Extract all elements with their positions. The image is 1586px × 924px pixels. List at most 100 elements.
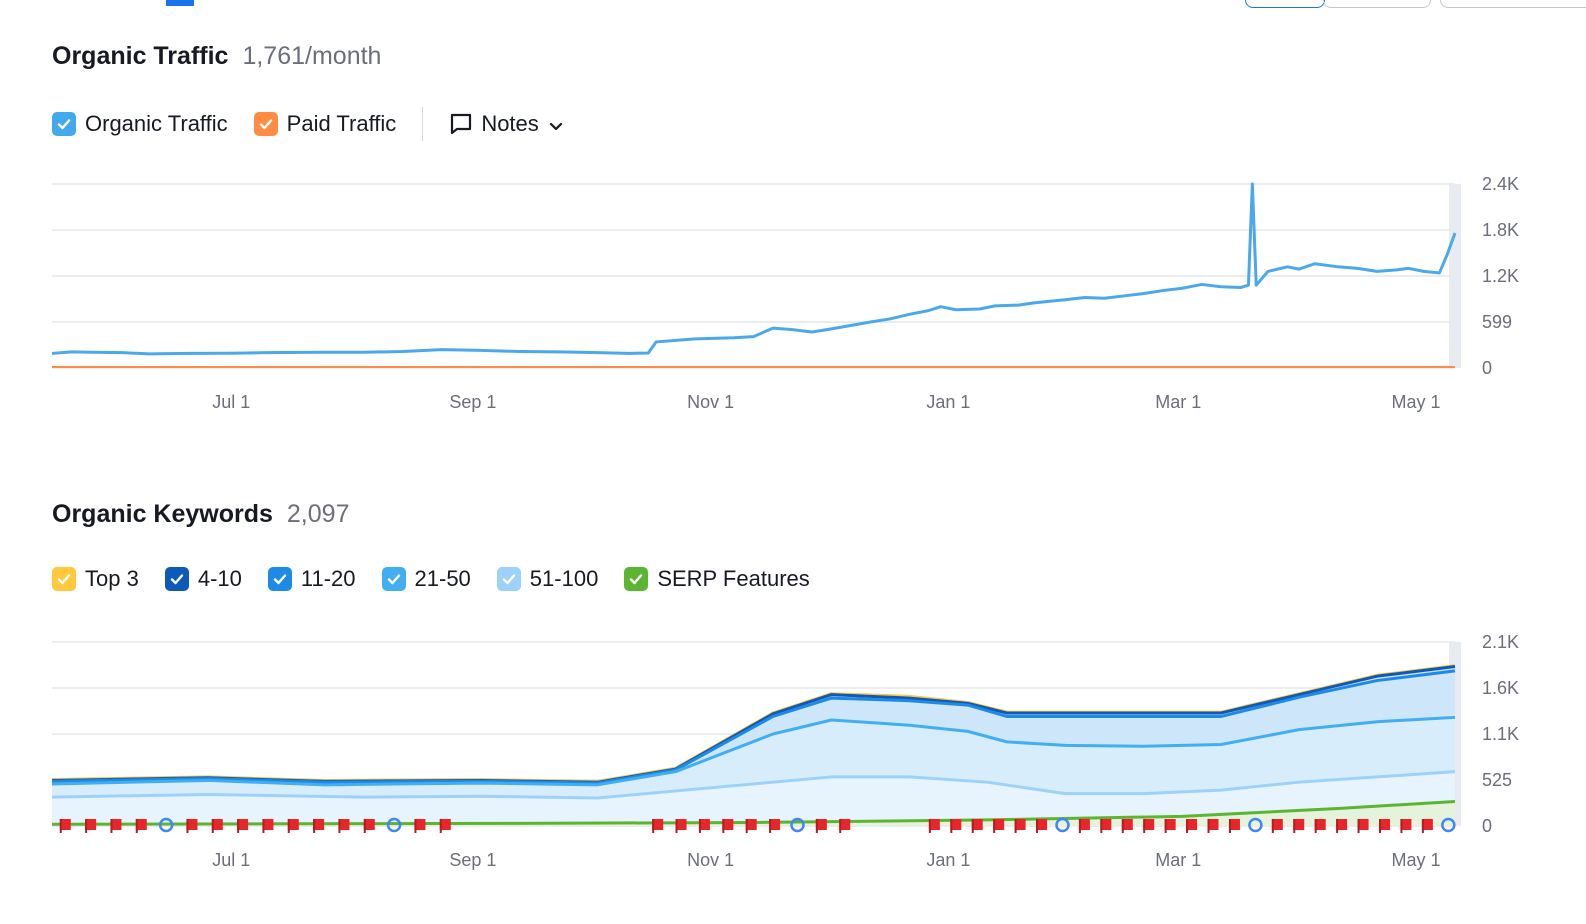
legend-paid-traffic[interactable]: Paid Traffic [253, 111, 397, 137]
organic-traffic-chart[interactable]: 2.4K 1.8K 1.2K 599 0 Jul 1 Sep 1 Nov 1 Jan 1 Mar … [0, 170, 1586, 420]
serp-flag-icon [1336, 819, 1348, 833]
y-tick-label: 2.4K [1482, 174, 1519, 194]
serp-flag-icon [1271, 819, 1283, 833]
legend-label: 11-20 [300, 566, 356, 591]
notes-label: Notes [481, 111, 539, 136]
serp-flag-icon [363, 819, 375, 833]
serp-flag-icon [59, 819, 71, 833]
legend-label: SERP Features [657, 566, 810, 591]
y-tick-label: 1.2K [1482, 266, 1519, 286]
serp-flag-icon [1400, 819, 1412, 833]
comment-icon [451, 113, 472, 135]
organic-traffic-heading: Organic Traffic 1,761/month [52, 42, 381, 71]
serp-flag-icon [815, 819, 827, 833]
serp-flag-icon [1379, 819, 1391, 833]
legend-label: Paid Traffic [286, 111, 397, 136]
serp-flag-icon [110, 819, 122, 833]
legend-item-11-20[interactable]: 11-20 [267, 566, 356, 592]
legend-label: Organic Traffic [85, 111, 228, 136]
google-icon [790, 817, 805, 833]
organic-keywords-title: Organic Keywords [52, 500, 273, 528]
organic-keywords-value: 2,097 [286, 500, 350, 528]
organic-keywords-chart[interactable]: 2.1K 1.6K 1.1K 525 0 Jul 1 Sep 1 Nov 1 Jan 1 Mar … [0, 628, 1586, 878]
serp-flag-icon [675, 819, 687, 833]
google-icon [1441, 817, 1456, 833]
y-tick-label: 0 [1482, 358, 1492, 378]
series-line-51-100 [51, 770, 1456, 800]
x-tick-label: Jan 1 [926, 392, 970, 412]
serp-flag-icon [287, 819, 299, 833]
segmented-control-left[interactable] [1245, 0, 1325, 8]
series-line-11-20 [51, 669, 1456, 785]
y-tick-label: 599 [1482, 312, 1512, 332]
checkbox-checked-icon[interactable] [381, 567, 406, 591]
checkbox-checked-icon[interactable] [164, 567, 189, 591]
notes-dropdown[interactable]: Notes [449, 111, 572, 137]
serp-flag-icon [439, 819, 451, 833]
serp-flag-icon [1293, 819, 1305, 833]
checkbox-checked-icon[interactable] [253, 112, 278, 136]
legend-divider [422, 107, 424, 141]
serp-flag-icon [1186, 819, 1198, 833]
serp-flag-icon [1314, 819, 1326, 833]
serp-flag-icon [1100, 819, 1112, 833]
organic-keywords-heading: Organic Keywords 2,097 [52, 500, 349, 529]
checkbox-checked-icon[interactable] [624, 567, 649, 591]
x-tick-label: Jul 1 [212, 850, 250, 870]
serp-flag-icon [971, 819, 983, 833]
y-tick-label: 0 [1482, 816, 1492, 836]
legend-label: 4-10 [197, 566, 242, 591]
checkbox-checked-icon[interactable] [267, 567, 292, 591]
y-tick-label: 1.6K [1482, 678, 1519, 698]
serp-flag-icon [1164, 819, 1176, 833]
legend-organic-traffic[interactable]: Organic Traffic [52, 111, 228, 137]
legend-label: Top 3 [85, 566, 139, 591]
legend-item-4-10[interactable]: 4-10 [164, 566, 242, 592]
x-tick-label: Jul 1 [212, 392, 250, 412]
serp-flag-icon [722, 819, 734, 833]
serp-flag-icon [698, 819, 710, 833]
legend-item-top-3[interactable]: Top 3 [52, 566, 139, 592]
serp-flag-icon [1228, 819, 1240, 833]
legend-label: 51-100 [529, 566, 599, 591]
y-tick-label: 1.8K [1482, 220, 1519, 240]
serp-flag-icon [745, 819, 757, 833]
top-control-button[interactable] [1440, 0, 1586, 8]
serp-flag-icon [769, 819, 781, 833]
x-tick-label: Nov 1 [687, 392, 734, 412]
serp-flag-icon [262, 819, 274, 833]
active-tab-indicator [166, 0, 194, 6]
serp-flag-icon [993, 819, 1005, 833]
y-tick-label: 2.1K [1482, 632, 1519, 652]
series-area-51-100 [52, 771, 1455, 826]
checkbox-checked-icon[interactable] [496, 567, 521, 591]
serp-flag-icon [1357, 819, 1369, 833]
series-line-organic-traffic [51, 182, 1457, 356]
serp-flag-icon [1014, 819, 1026, 833]
serp-flag-icon [1036, 819, 1048, 833]
series-line-21-50 [51, 715, 1456, 787]
checkbox-checked-icon[interactable] [52, 567, 76, 591]
x-tick-label: May 1 [1392, 392, 1441, 412]
x-tick-label: Nov 1 [687, 850, 734, 870]
serp-flag-icon [1121, 819, 1133, 833]
serp-flag-icon [135, 819, 147, 833]
legend-item-51-100[interactable]: 51-100 [496, 566, 599, 592]
serp-flag-icon [950, 819, 962, 833]
serp-flag-icon [414, 819, 426, 833]
google-icon [1055, 817, 1070, 833]
plot-end-marker [1449, 184, 1461, 368]
legend-item-21-50[interactable]: 21-50 [381, 566, 471, 592]
segmented-control-right[interactable] [1323, 0, 1431, 8]
serp-flag-icon [928, 819, 940, 833]
serp-flag-icon [839, 819, 851, 833]
x-tick-label: Mar 1 [1155, 850, 1201, 870]
serp-flag-icon [1207, 819, 1219, 833]
serp-flag-icon [85, 819, 97, 833]
serp-flag-icon [186, 819, 198, 833]
y-tick-label: 525 [1482, 770, 1512, 790]
organic-traffic-title: Organic Traffic [52, 42, 229, 70]
checkbox-checked-icon[interactable] [52, 112, 76, 136]
x-tick-label: Sep 1 [449, 392, 496, 412]
legend-item-serp-features[interactable]: SERP Features [624, 566, 810, 592]
